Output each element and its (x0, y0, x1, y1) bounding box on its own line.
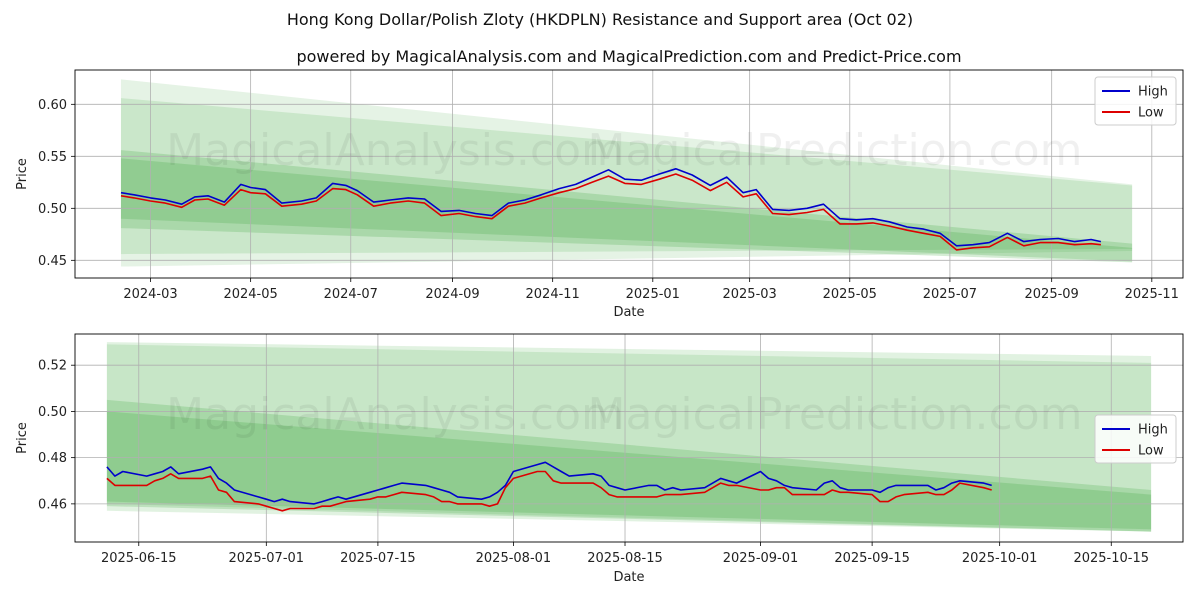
x-tick-label: 2025-07-01 (229, 551, 305, 566)
plot-area-group: 2024-03 2024-05 2024-07 2024-09 2024-11 2025-… (15, 69, 1184, 585)
y-tick-label: 0.60 (38, 98, 67, 113)
x-tick-label: 2025-10-01 (962, 551, 1038, 566)
x-tick-label: 2024-07 (324, 287, 378, 302)
x-tick-label: 2025-09-01 (723, 551, 799, 566)
x-axis-label: Date (613, 305, 644, 320)
watermark-text: MagicalAnalysis.com (166, 125, 624, 176)
x-tick-label: 2025-08-15 (587, 551, 663, 566)
chart-subtitle: powered by MagicalAnalysis.com and Magic… (296, 47, 961, 66)
x-tick-label: 2025-01 (626, 287, 680, 302)
bottom-chart: 2025-06-15 2025-07-01 2025-07-15 2025-08-01… (15, 333, 1184, 585)
x-tick-label: 2024-11 (526, 287, 580, 302)
series-line-high (106, 461, 992, 505)
chart-title: Hong Kong Dollar/Polish Zloty (HKDPLN) R… (287, 10, 913, 29)
series-line-low (120, 173, 1101, 251)
plot-frame (74, 69, 1184, 279)
x-tick-label: 2025-03 (722, 287, 776, 302)
x-tick-label: 2025-08-01 (476, 551, 552, 566)
x-tick-label: 2024-09 (425, 287, 479, 302)
y-tick-label: 0.45 (38, 254, 67, 269)
support-resistance-band (106, 342, 1152, 532)
y-tick-label: 0.50 (38, 202, 67, 217)
x-tick-label: 2025-09 (1025, 287, 1079, 302)
y-tick-label: 0.52 (38, 359, 67, 374)
legend-label: Low (1138, 444, 1164, 459)
support-resistance-band (120, 158, 1133, 262)
top-chart: 2024-03 2024-05 2024-07 2024-09 2024-11 2025-… (15, 69, 1184, 320)
watermark-text: MagicalAnalysis.com (166, 389, 624, 440)
x-tick-label: 2024-05 (223, 287, 277, 302)
y-tick-label: 0.50 (38, 405, 67, 420)
y-tick-label: 0.48 (38, 451, 67, 466)
x-tick-label: 2025-09-15 (834, 551, 910, 566)
x-tick-label: 2025-07 (923, 287, 977, 302)
support-resistance-band (120, 150, 1133, 263)
support-resistance-band (106, 344, 1152, 532)
legend-label: High (1138, 85, 1168, 100)
x-tick-label: 2025-11 (1125, 287, 1179, 302)
watermark-text: MagicalPrediction.com (588, 389, 1083, 440)
series-line-low (106, 470, 992, 512)
legend: High Low (1094, 76, 1177, 126)
y-tick-label: 0.55 (38, 150, 67, 165)
support-resistance-band (120, 98, 1133, 255)
y-axis-label: Price (15, 158, 30, 190)
legend-label: High (1138, 423, 1168, 438)
x-tick-label: 2024-03 (123, 287, 177, 302)
x-tick-label: 2025-06-15 (101, 551, 177, 566)
x-tick-label: 2025-07-15 (340, 551, 416, 566)
series-line-high (120, 168, 1102, 247)
y-axis-label: Price (15, 422, 30, 454)
watermark-text: MagicalPrediction.com (588, 125, 1083, 176)
legend-label: Low (1138, 106, 1164, 121)
y-tick-label: 0.46 (38, 497, 67, 512)
x-axis-label: Date (613, 570, 644, 585)
plot-frame (74, 333, 1184, 543)
x-tick-label: 2025-05 (823, 287, 877, 302)
x-tick-label: 2025-10-15 (1073, 551, 1149, 566)
legend: High Low (1094, 414, 1177, 464)
